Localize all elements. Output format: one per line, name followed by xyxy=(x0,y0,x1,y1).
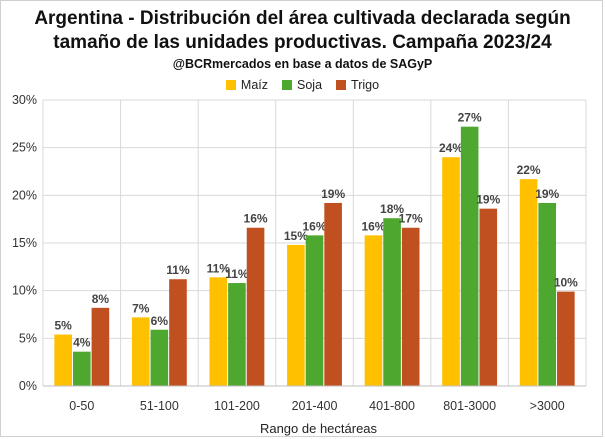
y-tick-label: 10% xyxy=(12,284,37,298)
data-label: 4% xyxy=(73,336,91,350)
data-label: 19% xyxy=(321,187,345,201)
bar xyxy=(72,351,91,386)
data-label: 7% xyxy=(132,301,150,315)
data-label: 11% xyxy=(166,263,190,277)
data-label: 11% xyxy=(207,261,231,275)
data-label: 16% xyxy=(302,219,326,233)
data-label: 27% xyxy=(458,111,482,125)
chart-subtitle: @BCRmercados en base a datos de SAGyP xyxy=(172,57,433,71)
bar xyxy=(383,218,401,386)
legend-label-soja: Soja xyxy=(297,78,323,92)
bar xyxy=(228,283,246,386)
data-label: 5% xyxy=(54,319,72,333)
bar xyxy=(91,307,110,386)
x-tick-label: >3000 xyxy=(530,399,565,413)
bar xyxy=(131,317,150,386)
x-tick-label: 0-50 xyxy=(69,399,94,413)
bar xyxy=(169,279,187,386)
y-tick-label: 15% xyxy=(12,236,37,250)
bar xyxy=(150,329,169,386)
data-label: 19% xyxy=(476,193,500,207)
bar xyxy=(54,334,72,386)
bar xyxy=(460,126,479,387)
x-tick-label: 201-400 xyxy=(292,399,338,413)
chart-title-line-1: Argentina - Distribución del área cultiv… xyxy=(34,8,571,29)
data-label: 24% xyxy=(439,141,463,155)
bar xyxy=(479,208,498,386)
legend-swatch-soja xyxy=(282,80,293,90)
chart-title-line-2: tamaño de las unidades productivas. Camp… xyxy=(53,32,552,53)
data-label: 6% xyxy=(151,314,169,328)
data-label: 11% xyxy=(225,267,249,281)
bar xyxy=(401,227,420,386)
data-label: 18% xyxy=(380,202,404,216)
bar xyxy=(305,235,324,386)
x-tick-label: 801-3000 xyxy=(443,399,496,413)
legend-swatch-trigo xyxy=(336,80,347,90)
data-label: 17% xyxy=(399,212,423,226)
bar xyxy=(557,291,575,386)
y-tick-label: 20% xyxy=(12,188,37,202)
data-label: 16% xyxy=(244,212,268,226)
bar xyxy=(519,179,538,386)
y-tick-label: 25% xyxy=(12,141,37,155)
bar xyxy=(209,277,228,386)
y-tick-label: 30% xyxy=(12,93,37,107)
bar xyxy=(364,235,383,386)
data-label: 15% xyxy=(284,229,308,243)
y-tick-label: 0% xyxy=(19,379,37,393)
x-axis-title: Rango de hectáreas xyxy=(260,421,378,436)
bar xyxy=(538,202,557,386)
data-label: 19% xyxy=(535,187,559,201)
y-tick-label: 5% xyxy=(19,331,37,345)
legend-swatch-maiz xyxy=(225,80,236,90)
x-tick-label: 101-200 xyxy=(214,399,260,413)
data-label: 16% xyxy=(361,219,385,233)
legend-item-trigo: Trigo xyxy=(336,78,379,92)
legend-label-maiz: Maíz xyxy=(240,78,269,92)
data-label: 22% xyxy=(517,163,541,177)
x-tick-label: 51-100 xyxy=(140,399,179,413)
bar xyxy=(324,202,342,386)
legend-label-trigo: Trigo xyxy=(351,78,380,92)
x-tick-label: 401-800 xyxy=(369,399,415,413)
bar xyxy=(287,244,305,386)
bar xyxy=(246,227,265,386)
data-label: 8% xyxy=(92,292,110,306)
legend-item-soja: Soja xyxy=(282,78,322,92)
data-label: 10% xyxy=(554,276,578,290)
chart-legend: Maíz Soja Trigo xyxy=(0,78,605,92)
legend-item-maiz: Maíz xyxy=(225,78,269,92)
bar xyxy=(442,157,460,386)
